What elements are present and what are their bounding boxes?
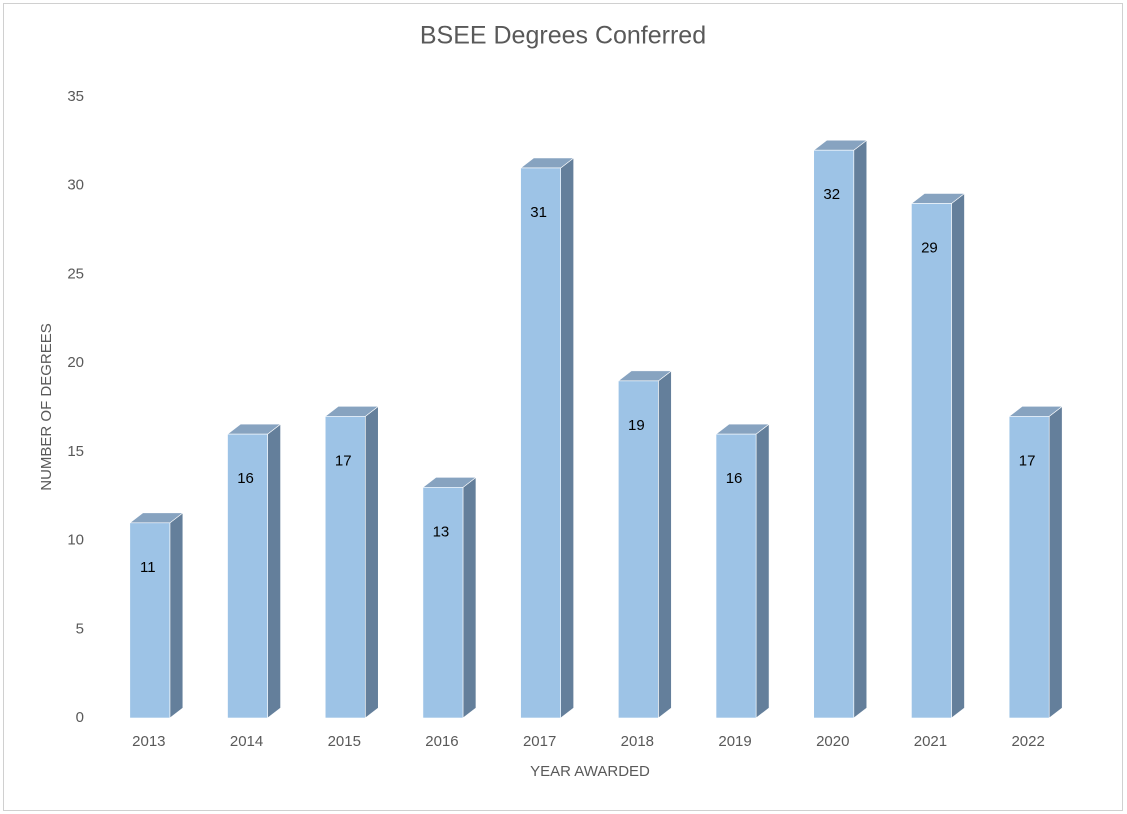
bar [129,522,171,719]
chart-title: BSEE Degrees Conferred [420,22,706,50]
x-tick-label: 2014 [230,733,263,750]
x-tick-label: 2019 [718,733,751,750]
x-tick-label: 2017 [523,733,556,750]
bar-side [853,139,868,719]
data-label: 29 [921,239,938,256]
x-tick-label: 2016 [425,733,458,750]
x-tick-label: 2013 [132,733,165,750]
data-label: 16 [726,470,743,487]
y-tick-label: 30 [67,177,84,194]
x-axis-title: YEAR AWARDED [530,763,650,780]
bar [520,167,561,719]
bar [911,203,952,719]
y-tick-label: 20 [67,354,84,371]
x-tick-label: 2020 [816,733,849,750]
y-tick-label: 25 [67,265,84,282]
y-tick-label: 5 [76,620,84,637]
x-tick-label: 2021 [914,733,947,750]
bar [1008,416,1050,719]
bar [618,380,659,719]
data-label: 17 [335,452,352,469]
bar [813,149,855,719]
y-tick-label: 10 [67,532,84,549]
bar-side [364,405,379,719]
data-label: 32 [823,186,840,203]
bar-side [267,423,281,719]
y-tick-label: 0 [76,709,84,726]
bar-side [560,157,574,719]
data-label: 19 [628,417,645,434]
x-tick-label: 2015 [328,733,361,750]
bar-side [658,370,672,719]
y-axis-title: NUMBER OF DEGREES [38,323,55,491]
bar [715,433,757,719]
bar [422,487,464,719]
data-label: 31 [530,204,547,221]
bar-side [462,476,477,719]
y-tick-label: 15 [67,443,84,460]
data-label: 16 [237,470,254,487]
x-tick-label: 2022 [1011,733,1044,750]
x-tick-label: 2018 [621,733,654,750]
bar [227,433,268,719]
data-label: 17 [1019,452,1036,469]
bar [324,416,366,719]
data-label: 13 [433,523,450,540]
bar-side [755,423,770,719]
bar-side [951,192,965,719]
bar-side [169,512,184,719]
bar-side [1048,405,1063,719]
y-tick-label: 35 [67,88,84,105]
data-label: 11 [140,559,156,576]
